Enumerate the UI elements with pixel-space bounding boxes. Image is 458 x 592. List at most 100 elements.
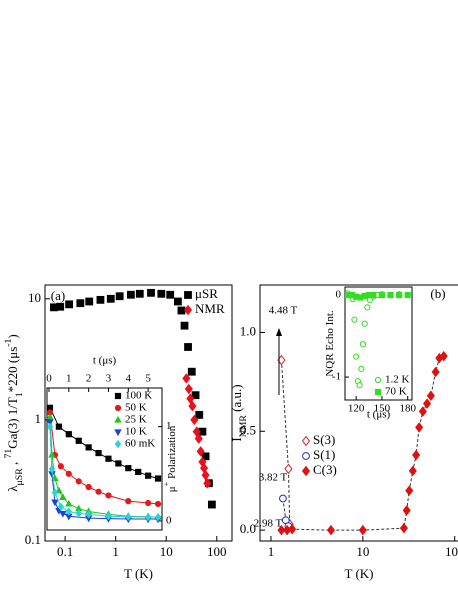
legend-label: 10 K <box>125 426 147 438</box>
legend-label: μSR <box>195 286 218 301</box>
marker <box>396 291 403 299</box>
marker <box>183 304 193 316</box>
x-tick-label: 10 <box>356 544 369 559</box>
label-part: μ <box>166 486 178 492</box>
x-tick-label: 1 <box>112 544 119 559</box>
label-part: NMR <box>238 415 249 438</box>
marker <box>57 502 65 512</box>
marker <box>426 390 435 401</box>
marker <box>201 452 210 461</box>
label-part: λ <box>5 485 20 492</box>
marker <box>65 300 74 309</box>
x-tick-label: 4 <box>126 373 132 385</box>
x-tick-label: 2 <box>86 373 92 385</box>
marker <box>203 477 212 489</box>
label-part: Ga(3) 1/T <box>5 397 20 449</box>
x-tick-label: 1 <box>268 544 275 559</box>
marker <box>59 510 67 518</box>
marker <box>135 468 142 476</box>
marker <box>105 512 112 521</box>
legend-label: 50 K <box>125 402 147 414</box>
marker <box>374 376 382 384</box>
marker <box>55 486 63 494</box>
label-part: , <box>5 459 20 469</box>
annotation: (b) <box>430 286 445 301</box>
marker <box>387 291 394 299</box>
marker <box>75 509 82 518</box>
y-tick-label: 0 <box>336 289 342 301</box>
y-tick-label: 1 <box>35 411 42 426</box>
marker <box>125 512 132 521</box>
annotation: (a) <box>51 288 65 303</box>
marker <box>115 292 124 301</box>
marker <box>147 288 155 297</box>
label-part: Polarization <box>166 425 178 481</box>
marker <box>75 437 82 444</box>
marker <box>85 297 94 306</box>
marker <box>412 449 421 461</box>
marker <box>192 426 201 437</box>
legend-label: 100 K <box>125 390 152 402</box>
marker <box>85 444 92 451</box>
arrow-head <box>276 328 282 336</box>
marker <box>277 524 286 536</box>
marker <box>402 505 411 516</box>
marker <box>423 398 432 409</box>
marker <box>196 446 205 457</box>
legend-label: C(3) <box>313 462 337 477</box>
y-axis-label: NQR Echo Int. <box>324 310 336 377</box>
label-part: + <box>162 481 171 486</box>
marker <box>65 499 73 507</box>
marker <box>154 500 162 508</box>
marker <box>439 350 448 362</box>
marker <box>157 289 166 298</box>
marker <box>301 435 311 447</box>
marker <box>326 524 336 536</box>
marker <box>95 449 102 457</box>
marker <box>125 498 132 505</box>
label-part: 71 <box>3 449 14 459</box>
marker <box>195 410 204 419</box>
label-part: ) <box>5 334 20 338</box>
marker <box>356 382 363 389</box>
marker <box>361 320 368 327</box>
x-tick-label: 0 <box>46 373 52 385</box>
legend-label: NMR <box>195 301 225 316</box>
marker <box>358 524 367 536</box>
y-tick-label: 0.0 <box>240 521 256 536</box>
marker <box>415 422 424 433</box>
marker <box>279 494 287 503</box>
marker <box>186 393 195 404</box>
marker <box>187 367 196 376</box>
legend-label: 25 K <box>125 414 147 426</box>
data <box>277 350 448 536</box>
marker <box>405 485 414 496</box>
marker <box>114 404 122 412</box>
marker <box>180 321 189 330</box>
y-tick-label: 0 <box>166 514 172 526</box>
marker <box>284 463 293 475</box>
legend-label: S(1) <box>313 447 335 462</box>
marker <box>154 512 162 522</box>
marker <box>184 383 193 395</box>
marker <box>114 429 122 437</box>
legend-label: 60 mK <box>125 438 155 450</box>
label-part: (a.u.) <box>229 384 244 415</box>
marker <box>173 297 182 306</box>
marker <box>194 433 203 444</box>
marker <box>154 475 162 482</box>
x-axis-label: T (K) <box>124 566 153 581</box>
marker <box>85 483 92 491</box>
y-axis-label: μ+ Polarization <box>162 425 177 492</box>
legend-label: S(3) <box>313 432 335 447</box>
marker <box>190 414 199 426</box>
marker <box>288 523 297 535</box>
marker <box>76 299 85 308</box>
marker <box>47 422 54 431</box>
y-axis-label: INMR (a.u.) <box>229 384 249 441</box>
marker <box>85 510 92 519</box>
marker <box>106 294 115 303</box>
marker <box>105 492 112 499</box>
marker <box>59 493 67 500</box>
